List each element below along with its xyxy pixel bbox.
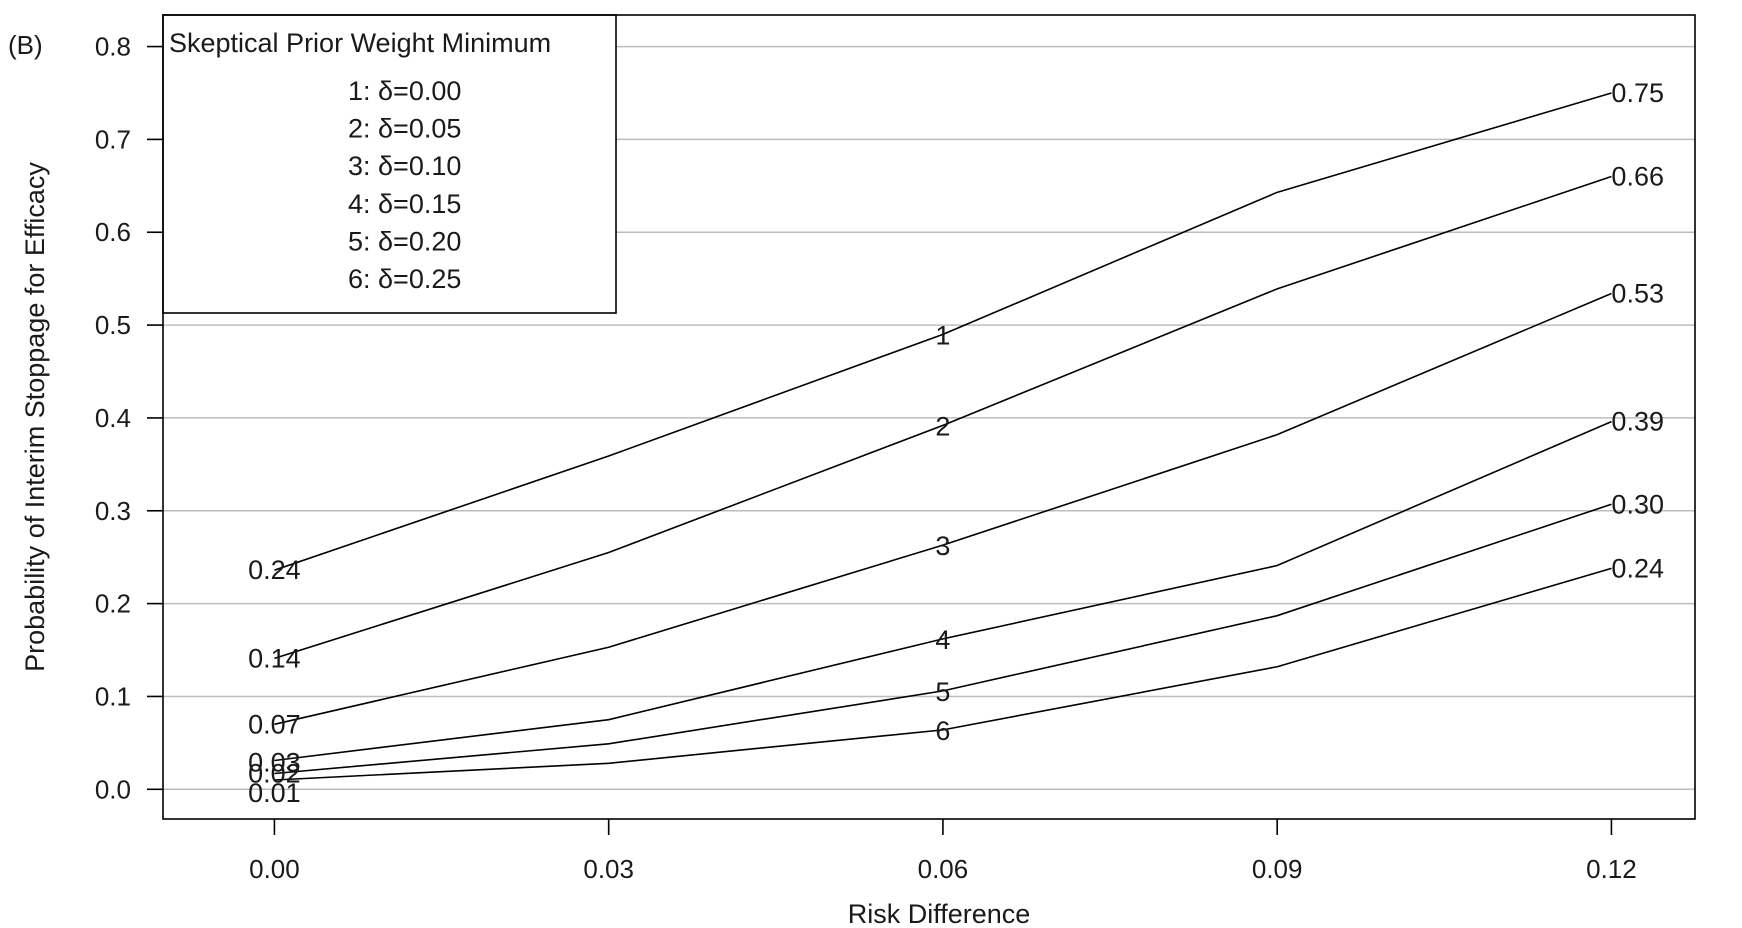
y-axis: 0.0 0.1 0.2 0.3 0.4 0.5 0.6 0.7 0.8 [95, 32, 163, 804]
series-line-2 [274, 175, 1612, 660]
legend-entry: 6: δ=0.25 [348, 264, 461, 294]
x-tick-label: 0.00 [249, 854, 300, 884]
end-label-series-1: 0.75 [1611, 78, 1664, 108]
legend-entry: 5: δ=0.20 [348, 226, 461, 256]
x-tick-label: 0.12 [1586, 854, 1637, 884]
legend-entry: 4: δ=0.15 [348, 189, 461, 219]
x-axis-title: Risk Difference [848, 899, 1031, 928]
end-label-series-2: 0.66 [1611, 162, 1664, 192]
panel-label: (B) [8, 30, 43, 60]
y-tick-label: 0.8 [95, 32, 131, 62]
series-lines [274, 92, 1612, 781]
legend-entries: 1: δ=0.00 2: δ=0.05 3: δ=0.10 4: δ=0.15 5: δ… [348, 76, 461, 294]
y-tick-label: 0.6 [95, 217, 131, 247]
end-label-series-6: 0.24 [1611, 553, 1664, 583]
series-line-4 [274, 420, 1612, 762]
y-tick-label: 0.5 [95, 310, 131, 340]
series-line-3 [274, 292, 1612, 726]
y-tick-label: 0.0 [95, 774, 131, 804]
x-tick-label: 0.03 [583, 854, 634, 884]
series-number-label-4: 4 [935, 625, 950, 655]
series-number-label-3: 3 [935, 531, 950, 561]
series-line-6 [274, 567, 1612, 781]
x-tick-label: 0.09 [1252, 854, 1303, 884]
start-label-series-5: 0.02 [248, 759, 301, 789]
x-axis: 0.00 0.03 0.06 0.09 0.12 [249, 819, 1637, 884]
series-number-label-1: 1 [935, 320, 950, 350]
series-number-label-2: 2 [935, 411, 950, 441]
start-label-series-6: 0.01 [248, 778, 301, 808]
start-label-series-3: 0.07 [248, 709, 301, 739]
y-tick-label: 0.2 [95, 589, 131, 619]
data-labels: 0.24 0.75 1 0.14 0.66 2 0.07 0.53 3 0.03 0.39 4 0.02… [248, 78, 1664, 808]
end-label-series-4: 0.39 [1611, 407, 1664, 437]
series-number-label-6: 6 [935, 716, 950, 746]
y-tick-label: 0.1 [95, 681, 131, 711]
legend-entry: 3: δ=0.10 [348, 151, 461, 181]
y-tick-label: 0.4 [95, 403, 131, 433]
start-label-series-1: 0.24 [248, 555, 301, 585]
series-line-1 [274, 92, 1612, 571]
start-label-series-2: 0.14 [248, 643, 301, 673]
y-axis-title: Probability of Interim Stoppage for Effi… [20, 162, 50, 672]
legend-title: Skeptical Prior Weight Minimum [169, 28, 551, 58]
legend-entry: 2: δ=0.05 [348, 114, 461, 144]
legend-box [162, 14, 617, 314]
plot-frame [162, 14, 1696, 820]
legend-entry: 1: δ=0.00 [348, 76, 461, 106]
series-number-label-5: 5 [935, 677, 950, 707]
y-tick-label: 0.7 [95, 124, 131, 154]
end-label-series-3: 0.53 [1611, 279, 1664, 309]
x-tick-label: 0.06 [918, 854, 969, 884]
series-line-5 [274, 503, 1612, 775]
end-label-series-5: 0.30 [1611, 489, 1664, 519]
start-label-series-4: 0.03 [248, 748, 301, 778]
y-tick-label: 0.3 [95, 496, 131, 526]
